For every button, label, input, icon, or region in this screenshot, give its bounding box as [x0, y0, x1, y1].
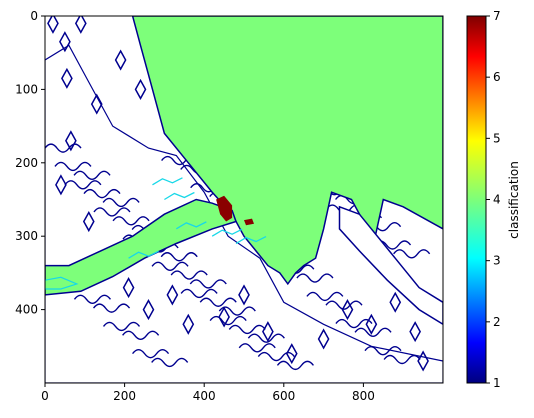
edge-texture [276, 360, 314, 371]
x-axis: 0 200 400 600 800 [41, 383, 375, 403]
edge-diamond [90, 93, 103, 115]
edge-texture [296, 273, 334, 283]
x-tick-label: 400 [193, 389, 216, 403]
edge-diamond [218, 306, 230, 328]
x-tick-label: 200 [113, 389, 136, 403]
edge-diamond [365, 313, 378, 335]
edge-texture [218, 306, 256, 316]
light-edge-accent [211, 228, 243, 237]
edge-texture [228, 324, 266, 335]
edge-texture [102, 321, 141, 332]
colorbar-ticks: 1 2 3 4 5 6 7 [486, 9, 501, 390]
edge-texture [325, 300, 363, 310]
edge-diamond [114, 49, 127, 71]
edge-texture [180, 288, 218, 299]
anomaly-region-small [244, 218, 254, 226]
edge-region [45, 44, 443, 383]
colorbar-tick-label: 2 [493, 315, 501, 329]
edge-texture [73, 170, 111, 180]
light-edge-accent [152, 177, 183, 186]
edge-diamond [417, 350, 429, 372]
edge-diamond [61, 67, 73, 89]
light-edge-accent [164, 191, 195, 201]
edge-diamond [238, 284, 250, 306]
edge-diamond [341, 299, 354, 321]
edge-texture [257, 351, 295, 362]
edge-texture [122, 330, 160, 340]
plot-area [44, 15, 444, 384]
colorbar: 1 2 3 4 5 6 7 classification [466, 9, 521, 390]
y-tick-label: 100 [15, 82, 38, 96]
edge-diamond [285, 343, 298, 365]
colorbar-tick-label: 4 [493, 193, 501, 207]
edge-texture [92, 303, 131, 313]
edge-texture [247, 333, 285, 343]
x-tick-label: 600 [272, 389, 295, 403]
edge-texture [151, 261, 189, 271]
edge-texture [393, 249, 431, 259]
edge-texture [364, 346, 402, 356]
edge-texture [160, 252, 198, 262]
y-axis: 0 100 200 300 400 [15, 9, 45, 317]
edge-texture [45, 143, 82, 153]
colorbar-label: classification [507, 161, 521, 239]
anomaly-region [216, 195, 233, 222]
edge-texture [151, 357, 189, 368]
edge-texture [354, 327, 392, 338]
edge-texture [93, 207, 131, 217]
x-tick-label: 800 [352, 389, 375, 403]
edge-texture [199, 297, 237, 307]
water-region [131, 16, 443, 286]
edge-diamond [59, 31, 71, 53]
edge-texture [238, 343, 276, 353]
edge-diamond [65, 130, 77, 152]
y-tick-label: 200 [15, 156, 38, 170]
edge-diamond [389, 291, 402, 313]
y-tick-label: 400 [15, 303, 38, 317]
colorbar-tick-label: 1 [493, 376, 501, 390]
light-edge-accent [176, 221, 207, 230]
edge-texture [73, 294, 112, 305]
light-edge-accent [128, 250, 159, 259]
edge-texture [102, 197, 140, 208]
colorbar-tick-label: 5 [493, 131, 501, 145]
edge-texture [132, 348, 170, 359]
colorbar-tick-label: 3 [493, 254, 501, 268]
edge-diamond [82, 210, 95, 233]
y-tick-label: 0 [30, 9, 38, 23]
edge-diamond [182, 313, 195, 335]
edge-texture [64, 180, 102, 190]
light-edge-accent [235, 235, 267, 245]
colorbar-tick-label: 7 [493, 9, 501, 23]
edge-diamond [134, 78, 147, 100]
edge-diamond [142, 299, 155, 321]
edge-diamond [55, 174, 67, 196]
edge-diamond [47, 16, 59, 34]
edge-texture [335, 318, 373, 329]
edge-texture [83, 188, 121, 199]
y-tick-label: 300 [15, 229, 38, 243]
edge-diamond [317, 328, 330, 350]
edge-texture [189, 279, 227, 289]
colorbar-tick-label: 6 [493, 70, 501, 84]
edge-texture [54, 161, 92, 172]
edge-texture [209, 315, 247, 326]
edge-texture [383, 354, 421, 365]
river-inner [45, 276, 79, 290]
edge-diamond [166, 284, 179, 306]
plot-frame [44, 15, 444, 384]
edge-texture [170, 270, 208, 280]
edge-diamond [74, 16, 87, 34]
colorbar-gradient [466, 15, 487, 384]
edge-diamond [262, 321, 274, 343]
heatmap-image [45, 16, 443, 383]
x-tick-label: 0 [41, 389, 49, 403]
edge-diamond [409, 321, 421, 343]
edge-texture [306, 291, 344, 302]
edge-texture [112, 216, 150, 226]
edge-diamond [122, 277, 135, 299]
shore-finger [338, 205, 443, 326]
